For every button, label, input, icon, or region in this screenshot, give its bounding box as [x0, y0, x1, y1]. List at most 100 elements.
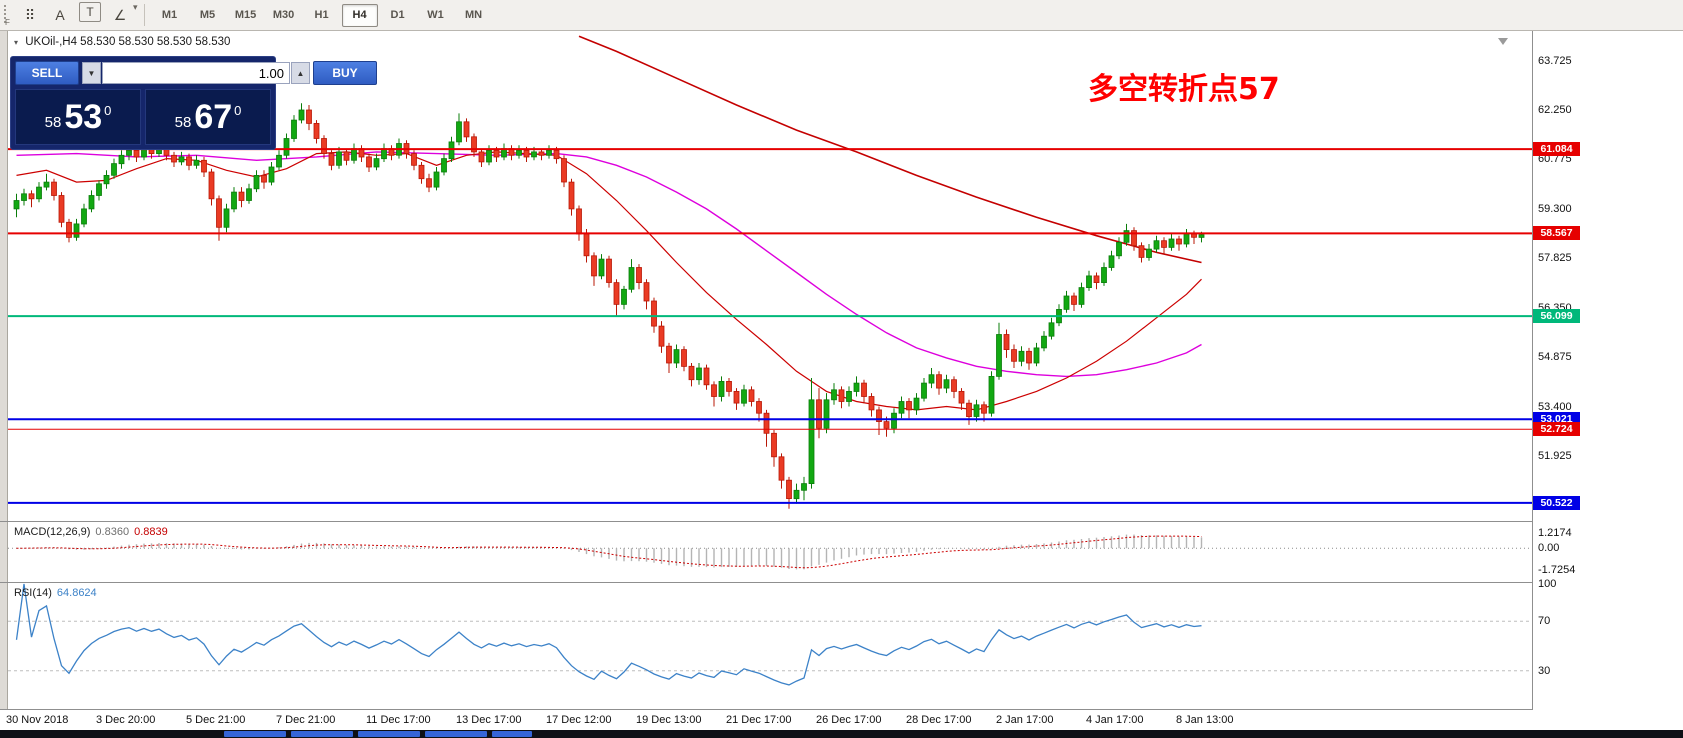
candle — [253, 174, 260, 190]
taskbar-segment[interactable] — [425, 731, 487, 737]
candle — [913, 397, 920, 411]
timeframe-h4[interactable]: H4 — [341, 3, 378, 27]
drawing-tools-group: ⠿ A T ∠ ▾ — [15, 2, 138, 28]
candle — [193, 159, 200, 166]
candle — [966, 402, 972, 418]
candle — [276, 154, 282, 168]
ask-price-point: 0 — [234, 102, 242, 118]
candle — [351, 148, 357, 161]
candle — [1191, 233, 1197, 238]
volume-down-icon[interactable]: ▼ — [82, 62, 101, 84]
candle — [1048, 322, 1055, 337]
candle — [936, 374, 942, 389]
time-axis[interactable]: 30 Nov 2018 3 Dec 20:00 5 Dec 21:00 7 Dec 2… — [0, 710, 1683, 730]
volume-up-icon[interactable]: ▲ — [291, 62, 310, 84]
timeframe-d1[interactable]: D1 — [390, 9, 405, 21]
toolbar-grip[interactable] — [3, 5, 11, 25]
one-click-toggle-icon[interactable]: ▾ — [14, 38, 19, 47]
bid-price-whole: 58 — [44, 113, 62, 131]
taskbar-segment[interactable] — [358, 731, 420, 737]
timeframe-m30[interactable]: M30 — [272, 9, 295, 21]
candle — [733, 390, 740, 404]
candle — [786, 479, 792, 500]
ask-price[interactable]: 58 67 0 — [145, 89, 271, 145]
bid-price[interactable]: 58 53 0 — [15, 89, 141, 145]
candle — [553, 149, 560, 160]
candle — [801, 483, 807, 491]
rsi-scale-tick: 30 — [1538, 664, 1551, 677]
timeframe-mn[interactable]: MN — [464, 9, 483, 21]
price-tick: 62.250 — [1538, 104, 1572, 117]
candle — [1018, 350, 1025, 362]
buy-button[interactable]: BUY — [313, 61, 377, 85]
candle — [1033, 347, 1040, 364]
candle — [96, 183, 102, 196]
candle — [298, 109, 305, 121]
candle — [336, 151, 342, 166]
price-tick: 51.925 — [1538, 449, 1572, 462]
timeframe-m15[interactable]: M15 — [234, 9, 257, 21]
bid-price-point: 0 — [104, 102, 112, 118]
time-label: 21 Dec 17:00 — [726, 714, 792, 726]
taskbar-segment[interactable] — [492, 731, 532, 737]
timeframe-w1[interactable]: W1 — [427, 9, 444, 21]
candle — [583, 233, 590, 257]
panel-separator[interactable] — [0, 521, 1683, 522]
rsi-scale-tick: 100 — [1538, 578, 1557, 590]
macd-panel[interactable] — [8, 522, 1532, 582]
time-label: 28 Dec 17:00 — [906, 714, 972, 726]
candle — [1086, 275, 1092, 288]
panel-separator[interactable] — [0, 582, 1683, 583]
candle — [771, 432, 777, 458]
price-scale[interactable]: 63.725 62.250 60.775 59.300 57.825 56.350 54.8… — [1533, 31, 1683, 710]
candle — [1071, 295, 1077, 305]
candle — [66, 221, 72, 238]
candle — [231, 191, 237, 210]
candle — [861, 382, 867, 397]
candle — [1138, 245, 1145, 258]
candle — [418, 164, 425, 180]
ma-fast-red — [16, 151, 1202, 411]
candle — [1198, 234, 1205, 238]
volume-input[interactable] — [102, 62, 290, 84]
shapes-icon[interactable]: ∠ — [113, 6, 127, 23]
sell-button[interactable]: SELL — [15, 61, 79, 85]
symbols-grid-icon[interactable]: ⠿ — [24, 6, 36, 23]
timeframe-h1[interactable]: H1 — [314, 9, 329, 21]
candle — [238, 191, 245, 201]
candle — [441, 158, 447, 173]
candle — [1176, 238, 1182, 245]
candle — [261, 174, 267, 183]
text-annotation-icon[interactable]: A — [55, 7, 65, 23]
candle — [73, 223, 80, 238]
candle — [741, 389, 747, 404]
candle — [1041, 335, 1047, 349]
candle — [988, 375, 995, 414]
candle — [291, 119, 297, 139]
candle — [111, 163, 117, 176]
text-box-icon[interactable]: T — [79, 2, 101, 22]
candle — [1168, 238, 1175, 248]
candle — [996, 334, 1002, 377]
macd-signal-line — [16, 535, 1202, 569]
taskbar-segment[interactable] — [224, 731, 286, 737]
candle — [711, 384, 717, 397]
rsi-panel[interactable] — [8, 583, 1532, 709]
candle — [201, 159, 207, 173]
candle — [28, 193, 35, 200]
timeframe-m5[interactable]: M5 — [199, 9, 216, 21]
candle — [1003, 334, 1010, 351]
candle — [958, 390, 965, 404]
candle — [703, 367, 710, 386]
taskbar-segment[interactable] — [291, 731, 353, 737]
candle — [1183, 233, 1190, 245]
shapes-caret-icon[interactable]: ▾ — [133, 2, 138, 12]
toolbar: ⠿ A T ∠ ▾ M1 M5 M15 M30 H1 H4 D1 W1 MN F — [0, 0, 1683, 31]
timeframe-m1[interactable]: M1 — [161, 9, 178, 21]
candle — [216, 198, 222, 228]
candle — [81, 208, 87, 225]
ma-mid-magenta — [16, 151, 1202, 378]
candle — [613, 282, 620, 305]
candle — [126, 149, 132, 156]
